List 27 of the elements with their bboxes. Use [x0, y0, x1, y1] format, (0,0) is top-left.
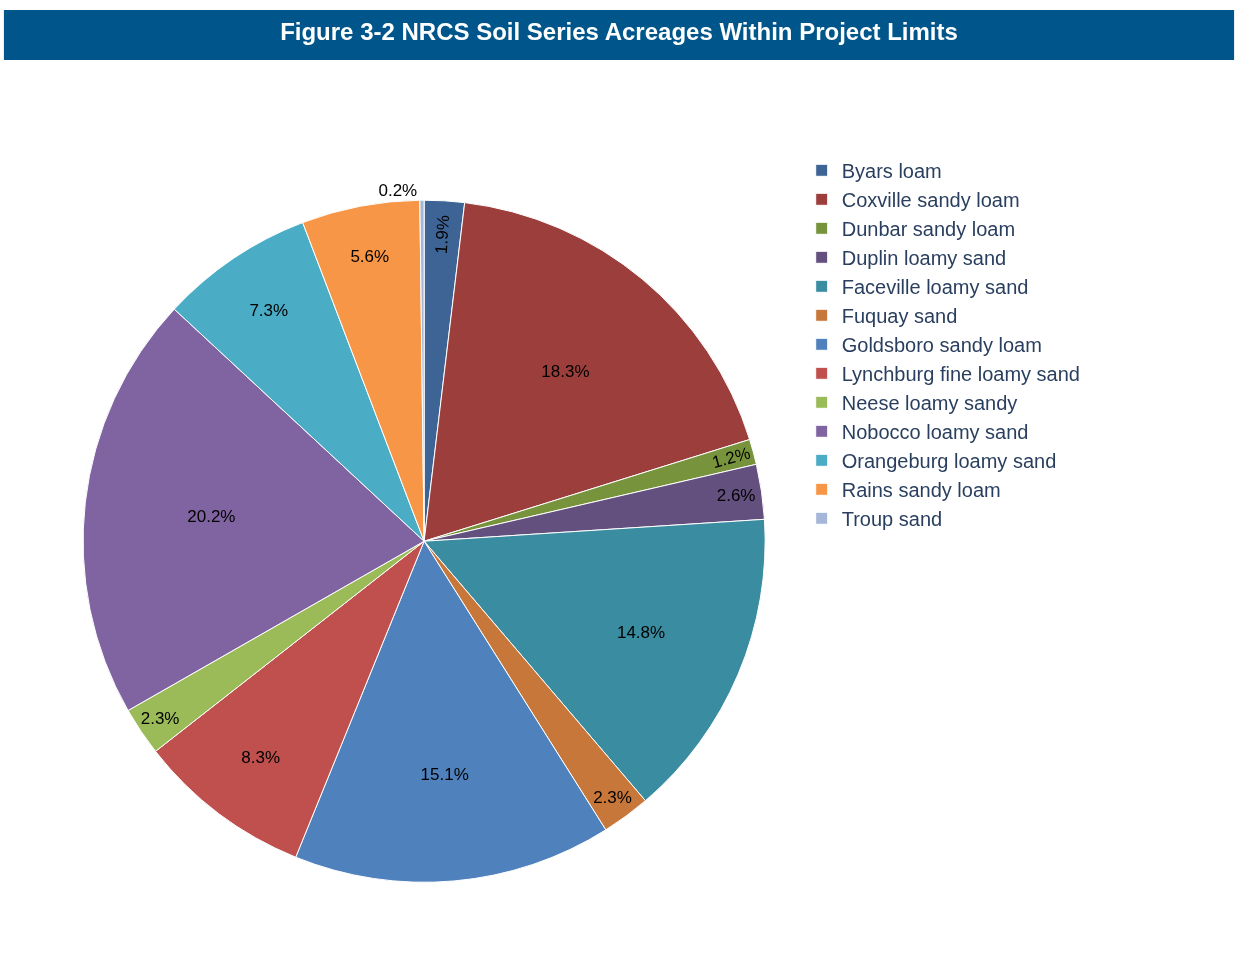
data-label: 0.2%	[378, 181, 418, 201]
legend-label: Coxville sandy loam	[841, 189, 1020, 212]
legend-label: Goldsboro sandy loam	[841, 334, 1042, 357]
data-label: 20.2%	[187, 507, 236, 527]
data-label: 8.3%	[241, 748, 281, 768]
legend-label: Duplin loamy sand	[841, 247, 1007, 270]
data-label: 7.3%	[249, 301, 289, 321]
data-label: 5.6%	[350, 246, 390, 266]
data-label: 2.6%	[716, 485, 756, 505]
data-label: 2.3%	[593, 788, 632, 808]
data-label: 1.9%	[431, 214, 454, 255]
legend-label: Troup sand	[841, 508, 943, 531]
data-label: 14.8%	[616, 623, 666, 643]
legend-label: Neese loamy sandy	[841, 392, 1018, 415]
data-label: 2.3%	[140, 709, 180, 729]
data-label: 15.1%	[420, 765, 469, 785]
legend-label: Nobocco loamy sand	[841, 421, 1029, 444]
legend-label: Lynchburg fine loamy sand	[841, 363, 1080, 386]
legend-label: Fuquay sand	[841, 305, 958, 328]
data-label: 1.2%	[709, 443, 753, 473]
chart-title: Figure 3-2 NRCS Soil Series Acreages Within Project Limits	[280, 17, 958, 45]
legend-label: Rains sandy loam	[841, 479, 1001, 502]
legend-label: Byars loam	[841, 160, 942, 183]
legend-label: Orangeburg loamy sand	[841, 450, 1057, 473]
legend-label: Dunbar sandy loam	[841, 218, 1016, 241]
data-label: 18.3%	[541, 361, 590, 381]
legend-label: Faceville loamy sand	[841, 276, 1029, 299]
